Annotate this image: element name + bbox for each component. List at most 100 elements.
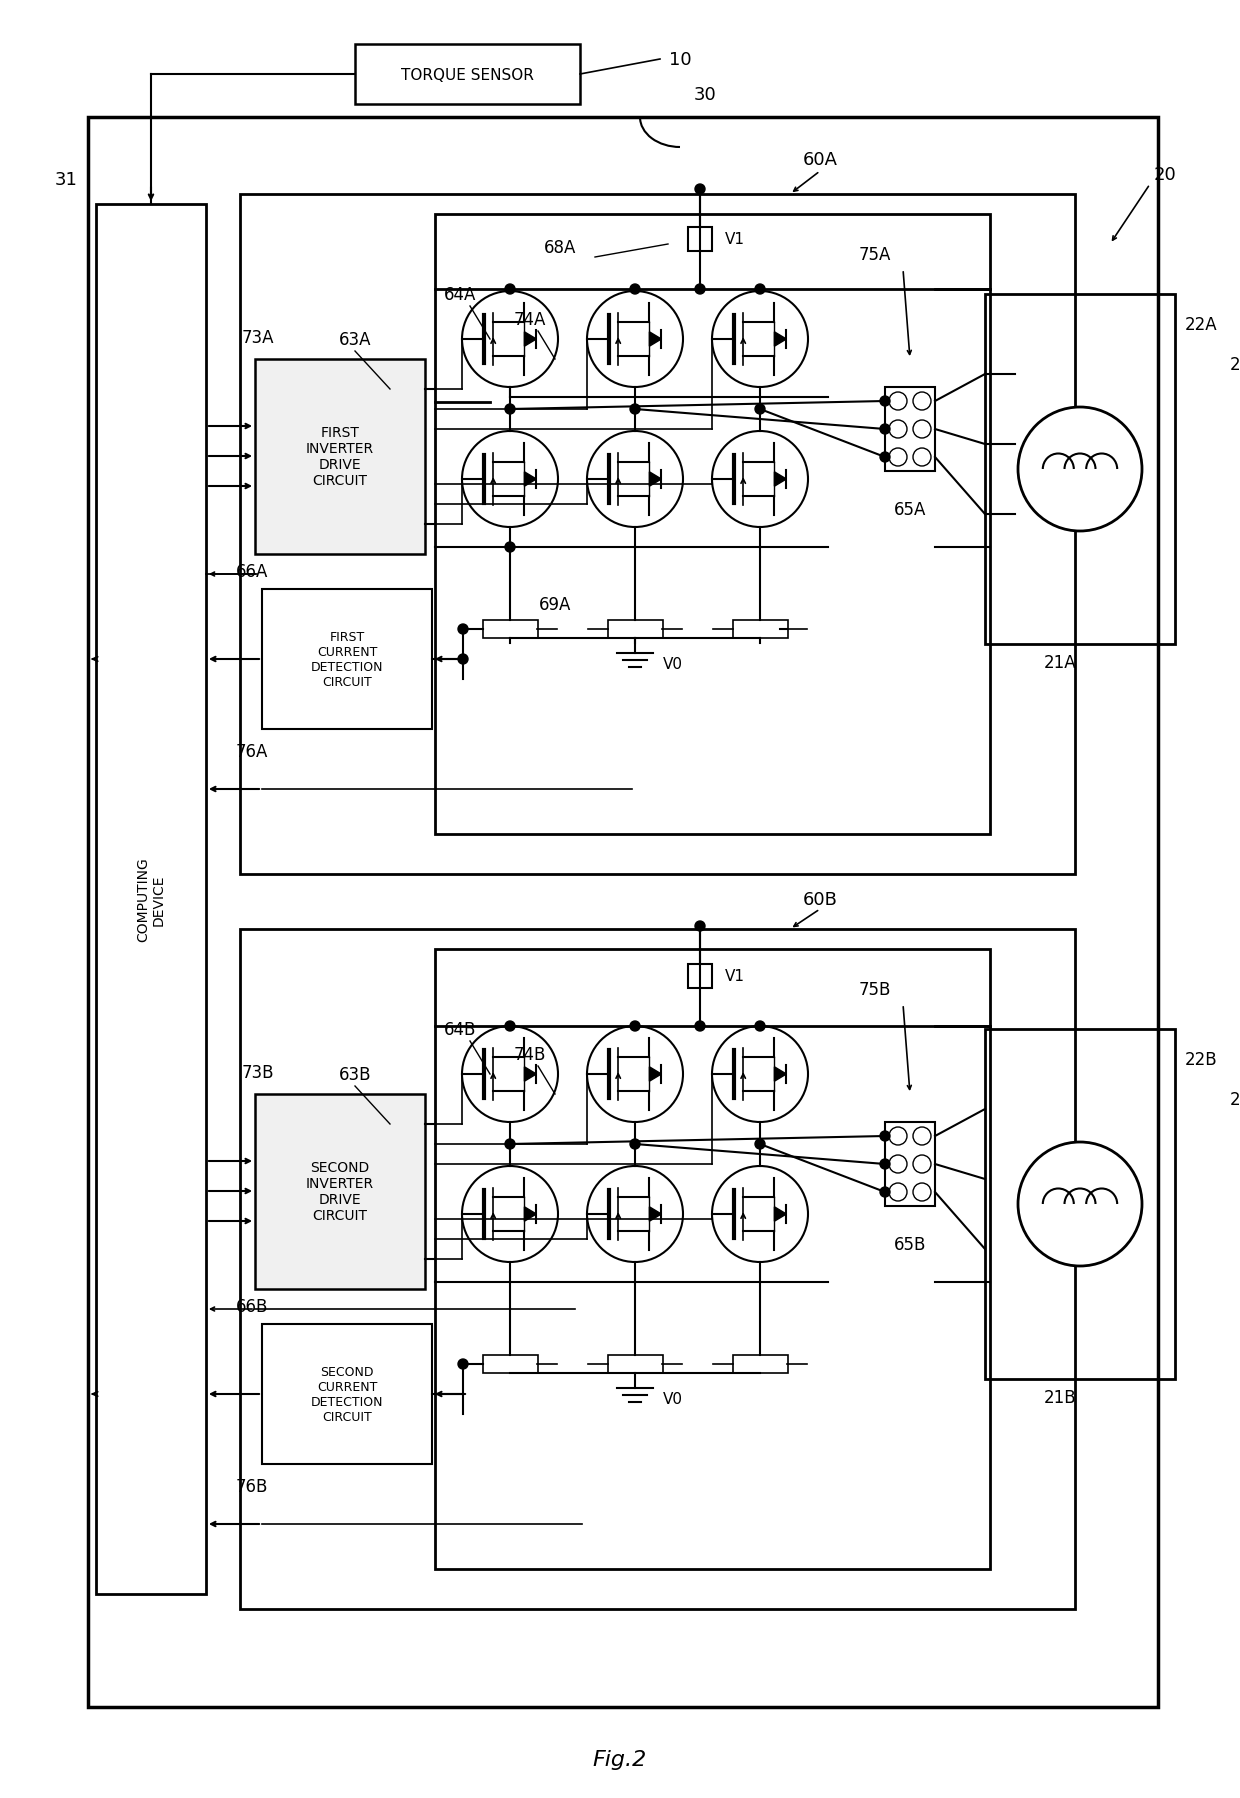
Circle shape xyxy=(505,1140,515,1149)
Circle shape xyxy=(880,453,890,462)
Text: V1: V1 xyxy=(725,232,745,248)
Bar xyxy=(688,228,712,252)
Circle shape xyxy=(630,1021,640,1032)
Text: 66A: 66A xyxy=(236,563,268,581)
Circle shape xyxy=(1018,408,1142,532)
Text: 60B: 60B xyxy=(802,890,837,908)
Polygon shape xyxy=(775,1206,786,1221)
Text: 23B: 23B xyxy=(1230,1090,1240,1108)
Bar xyxy=(885,1122,935,1206)
Text: 10: 10 xyxy=(668,50,692,68)
Circle shape xyxy=(505,543,515,552)
Text: 64A: 64A xyxy=(444,286,476,304)
Circle shape xyxy=(630,405,640,415)
Text: 20: 20 xyxy=(1153,165,1177,183)
Text: 22A: 22A xyxy=(1185,316,1218,334)
Text: 22B: 22B xyxy=(1185,1050,1218,1068)
Bar xyxy=(262,1325,432,1464)
Circle shape xyxy=(880,1131,890,1142)
Circle shape xyxy=(458,624,467,635)
Circle shape xyxy=(694,185,706,194)
Bar xyxy=(435,949,990,1570)
Text: 76B: 76B xyxy=(236,1478,268,1496)
Text: V1: V1 xyxy=(725,969,745,984)
Text: 74A: 74A xyxy=(513,311,546,329)
Text: 64B: 64B xyxy=(444,1021,476,1039)
Text: SECOND
CURRENT
DETECTION
CIRCUIT: SECOND CURRENT DETECTION CIRCUIT xyxy=(311,1365,383,1424)
Bar xyxy=(241,194,1075,874)
Bar xyxy=(985,295,1176,645)
Text: 23A: 23A xyxy=(1230,356,1240,374)
Text: 68A: 68A xyxy=(544,239,577,257)
Circle shape xyxy=(505,284,515,295)
Text: TORQUE SENSOR: TORQUE SENSOR xyxy=(401,68,533,83)
Text: 75A: 75A xyxy=(859,246,892,264)
Polygon shape xyxy=(525,1068,537,1082)
Bar xyxy=(733,1356,787,1374)
Polygon shape xyxy=(775,473,786,487)
Text: 73A: 73A xyxy=(242,329,274,347)
Text: FIRST
INVERTER
DRIVE
CIRCUIT: FIRST INVERTER DRIVE CIRCUIT xyxy=(306,426,374,487)
Bar xyxy=(484,1356,538,1374)
Bar xyxy=(484,620,538,638)
Circle shape xyxy=(755,1021,765,1032)
Text: 30: 30 xyxy=(693,86,717,104)
Polygon shape xyxy=(525,333,537,347)
Bar xyxy=(733,620,787,638)
Bar xyxy=(262,590,432,730)
Text: SECOND
INVERTER
DRIVE
CIRCUIT: SECOND INVERTER DRIVE CIRCUIT xyxy=(306,1160,374,1223)
Text: 75B: 75B xyxy=(859,980,892,998)
Text: FIRST
CURRENT
DETECTION
CIRCUIT: FIRST CURRENT DETECTION CIRCUIT xyxy=(311,631,383,689)
Circle shape xyxy=(1018,1142,1142,1266)
Polygon shape xyxy=(525,1206,537,1221)
Text: 31: 31 xyxy=(55,171,77,189)
Circle shape xyxy=(694,284,706,295)
Polygon shape xyxy=(775,1068,786,1082)
Circle shape xyxy=(755,284,765,295)
Text: 73B: 73B xyxy=(242,1063,274,1081)
Text: 69A: 69A xyxy=(539,595,572,613)
Text: V0: V0 xyxy=(663,1392,683,1406)
Text: 63A: 63A xyxy=(339,331,371,349)
Bar xyxy=(255,360,425,556)
Circle shape xyxy=(694,1021,706,1032)
Text: COMPUTING
DEVICE: COMPUTING DEVICE xyxy=(136,858,166,942)
Text: 60A: 60A xyxy=(802,151,837,169)
Circle shape xyxy=(458,654,467,665)
Bar xyxy=(435,216,990,834)
Circle shape xyxy=(880,424,890,435)
Bar xyxy=(241,930,1075,1609)
Polygon shape xyxy=(650,1206,661,1221)
Bar xyxy=(688,964,712,989)
Polygon shape xyxy=(775,333,786,347)
Text: 63B: 63B xyxy=(339,1066,371,1084)
Circle shape xyxy=(630,1140,640,1149)
Text: 65B: 65B xyxy=(894,1235,926,1253)
Polygon shape xyxy=(525,473,537,487)
Circle shape xyxy=(694,922,706,931)
Text: 65A: 65A xyxy=(894,500,926,518)
Circle shape xyxy=(630,284,640,295)
Text: 21A: 21A xyxy=(1044,654,1076,672)
Bar xyxy=(255,1095,425,1289)
Circle shape xyxy=(755,405,765,415)
Bar xyxy=(88,119,1158,1706)
Text: 74B: 74B xyxy=(513,1045,546,1063)
Text: Fig.2: Fig.2 xyxy=(593,1749,647,1769)
Polygon shape xyxy=(650,473,661,487)
Text: 66B: 66B xyxy=(236,1298,268,1316)
Circle shape xyxy=(755,1140,765,1149)
Bar xyxy=(985,1030,1176,1379)
Circle shape xyxy=(880,397,890,406)
Polygon shape xyxy=(650,1068,661,1082)
Text: 21B: 21B xyxy=(1044,1388,1076,1406)
Polygon shape xyxy=(650,333,661,347)
Text: 76A: 76A xyxy=(236,743,268,761)
Bar xyxy=(608,1356,663,1374)
Bar xyxy=(95,205,206,1595)
Bar xyxy=(885,388,935,471)
Circle shape xyxy=(880,1187,890,1197)
Circle shape xyxy=(458,1359,467,1370)
Circle shape xyxy=(505,1021,515,1032)
Bar xyxy=(355,45,580,104)
